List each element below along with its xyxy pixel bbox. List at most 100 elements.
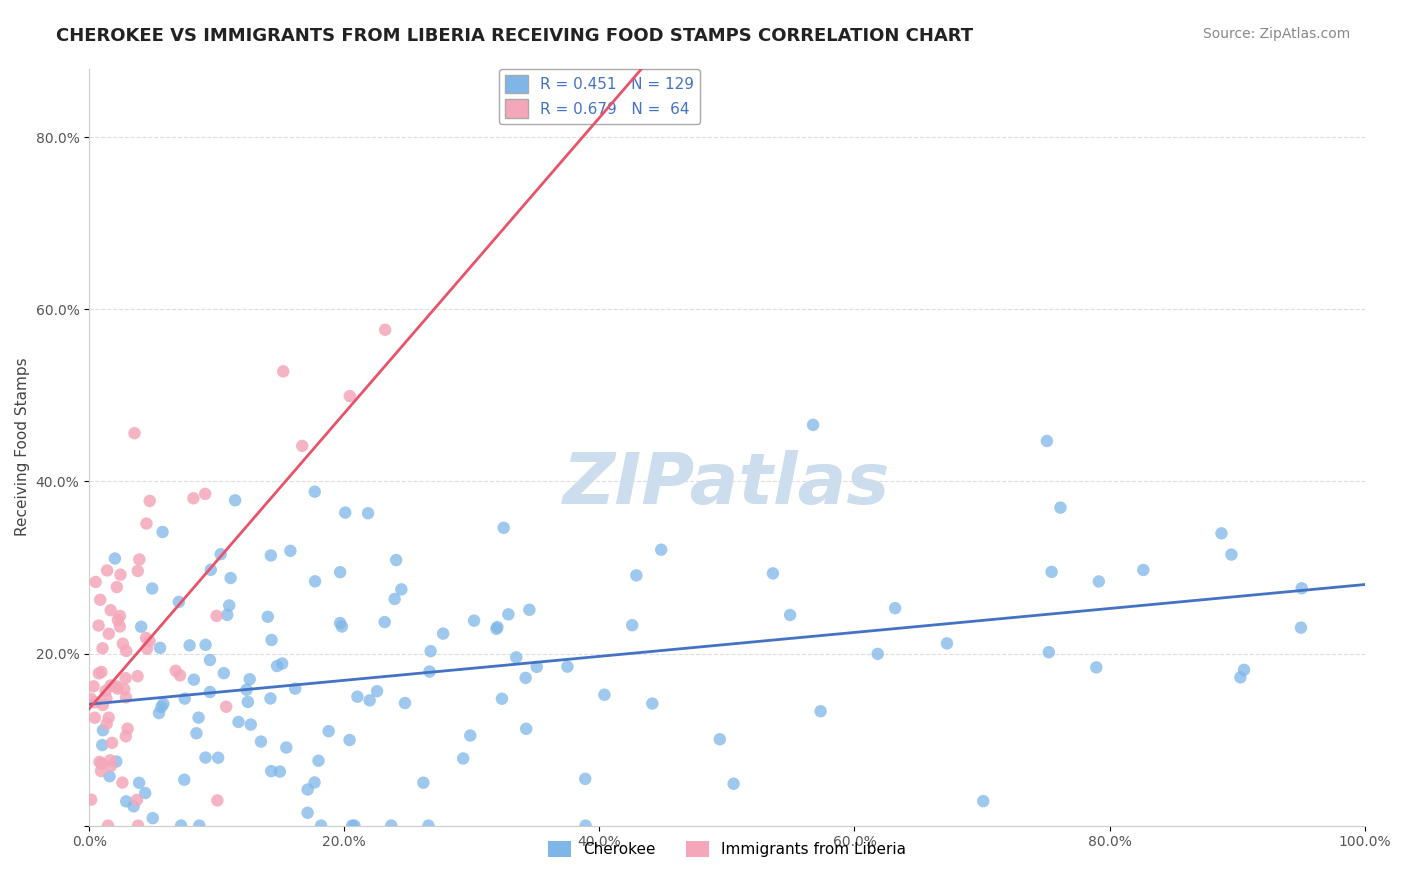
Point [89,592,111,607]
Point [219,571,242,585]
Point [91,723,114,738]
Point [183,673,205,687]
Point [84,574,107,589]
Point [194,638,217,652]
Point [107,681,129,696]
Point [235,682,257,697]
Point [115,794,138,808]
Point [134,786,156,800]
Point [142,811,165,825]
Point [90,764,112,778]
Point [801,417,824,432]
Point [1229,670,1251,684]
Point [224,493,246,508]
Point [215,699,238,714]
Point [209,547,232,561]
Point [463,614,485,628]
Point [207,793,229,807]
Point [389,582,412,597]
Point [866,647,889,661]
Point [83,711,105,725]
Point [128,776,150,790]
Point [198,653,221,667]
Point [239,717,262,731]
Point [1040,565,1063,579]
Point [84,695,107,709]
Point [621,618,644,632]
Point [385,553,408,567]
Point [188,819,211,833]
Point [593,688,616,702]
Point [304,574,326,589]
Point [269,764,291,779]
Point [105,755,128,769]
Point [339,389,361,403]
Point [87,618,110,632]
Point [112,682,135,697]
Point [101,736,124,750]
Point [329,615,352,630]
Point [574,772,596,786]
Point [107,613,129,627]
Point [90,756,112,771]
Point [129,620,152,634]
Point [359,693,381,707]
Point [340,819,363,833]
Point [138,494,160,508]
Text: Source: ZipAtlas.com: Source: ZipAtlas.com [1202,27,1350,41]
Point [212,666,235,681]
Point [239,672,262,686]
Point [89,755,111,769]
Point [1220,548,1243,562]
Point [1049,500,1071,515]
Point [762,566,785,581]
Point [94,684,117,698]
Point [100,603,122,617]
Point [256,609,278,624]
Point [83,679,105,693]
Point [972,794,994,808]
Point [519,603,541,617]
Point [297,805,319,820]
Point [80,793,103,807]
Point [526,660,548,674]
Point [98,753,121,767]
Point [135,631,157,645]
Point [198,685,221,699]
Point [329,565,352,579]
Point [114,671,136,685]
Point [343,819,366,833]
Point [127,669,149,683]
Point [1211,526,1233,541]
Text: CHEROKEE VS IMMIGRANTS FROM LIBERIA RECEIVING FOOD STAMPS CORRELATION CHART: CHEROKEE VS IMMIGRANTS FROM LIBERIA RECE… [56,27,973,45]
Point [114,729,136,743]
Point [485,622,508,636]
Point [115,644,138,658]
Point [1233,663,1256,677]
Point [346,690,368,704]
Point [200,563,222,577]
Point [626,568,648,582]
Point [205,608,228,623]
Point [104,551,127,566]
Point [374,323,396,337]
Point [309,819,332,833]
Point [366,684,388,698]
Point [505,650,527,665]
Point [1038,645,1060,659]
Point [117,722,139,736]
Point [1132,563,1154,577]
Point [557,659,579,673]
Point [284,681,307,696]
Point [135,516,157,531]
Point [291,439,314,453]
Point [260,549,283,563]
Point [515,722,537,736]
Point [779,607,801,622]
Point [115,690,138,705]
Point [308,754,330,768]
Point [108,609,131,624]
Point [97,819,120,833]
Point [318,724,340,739]
Y-axis label: Receiving Food Stamps: Receiving Food Stamps [15,358,30,536]
